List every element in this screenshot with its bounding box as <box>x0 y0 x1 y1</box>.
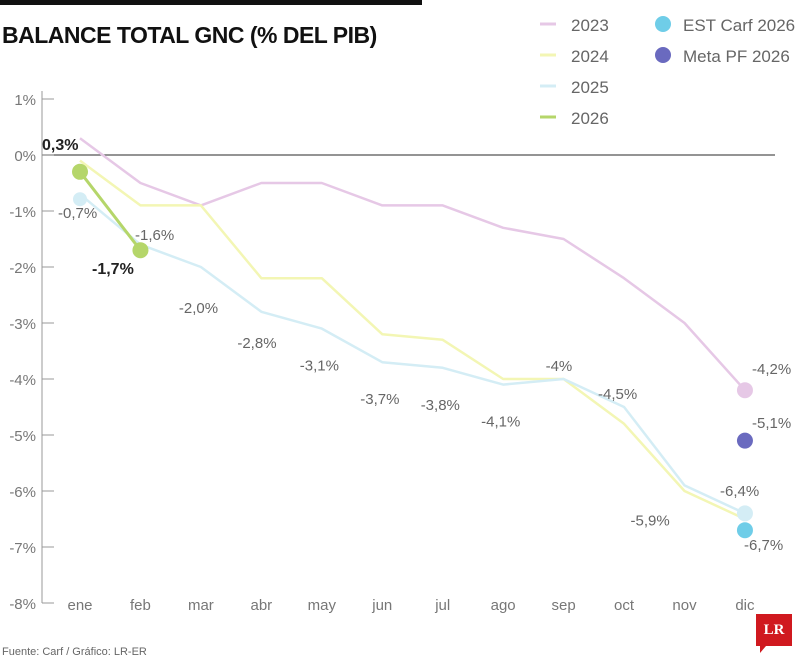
data-label: -5,9% <box>631 512 670 529</box>
x-tick-label: sep <box>552 597 576 614</box>
data-label: 0,3% <box>42 137 78 154</box>
legend-label-2024: 2024 <box>571 47 609 66</box>
data-label: -3,8% <box>421 397 460 414</box>
point-est-carf-2026 <box>736 522 753 539</box>
series-line-2023 <box>79 137 746 392</box>
data-label: -0,7% <box>58 205 97 222</box>
data-label: -3,7% <box>360 391 399 408</box>
y-tick-label: -7% <box>9 540 36 557</box>
data-label: -5,1% <box>752 415 791 432</box>
data-label: -1,7% <box>92 261 134 278</box>
series-line-2025 <box>79 193 746 515</box>
legend-label-2023: 2023 <box>571 16 609 35</box>
y-tick-label: 1% <box>14 92 36 109</box>
legend-label-2026: 2026 <box>571 109 609 128</box>
x-tick-label: ene <box>67 597 92 614</box>
series-end-point-2023 <box>736 382 753 399</box>
data-label: -4,5% <box>598 386 637 403</box>
series-end-point-2025 <box>736 505 753 522</box>
legend-swatch-point <box>655 47 671 63</box>
legend-swatch-point <box>655 16 671 32</box>
legend-label-point: EST Carf 2026 <box>683 16 795 35</box>
y-tick-label: -3% <box>9 316 36 333</box>
data-label: -1,6% <box>135 227 174 244</box>
lr-logo: LR <box>756 614 792 653</box>
x-tick-label: mar <box>188 597 214 614</box>
series-point-2026 <box>132 242 149 259</box>
y-tick-label: -8% <box>9 596 36 613</box>
chart-title: BALANCE TOTAL GNC (% DEL PIB) <box>2 22 377 48</box>
data-label: -6,4% <box>720 483 759 500</box>
x-tick-label: may <box>308 597 337 614</box>
data-label: -6,7% <box>744 537 783 554</box>
point-meta-pf-2026 <box>736 432 753 449</box>
x-tick-label: jun <box>371 597 392 614</box>
source-footer: Fuente: Carf / Gráfico: LR-ER <box>2 646 147 658</box>
x-tick-label: nov <box>672 597 697 614</box>
data-label: -2,8% <box>237 335 276 352</box>
x-tick-label: ago <box>491 597 516 614</box>
data-label: -4,2% <box>752 361 791 378</box>
x-tick-label: feb <box>130 597 151 614</box>
data-label: -4% <box>546 358 573 375</box>
y-tick-label: -5% <box>9 428 36 445</box>
y-tick-label: -6% <box>9 484 36 501</box>
y-tick-label: -2% <box>9 260 36 277</box>
series-point-2026 <box>72 163 88 180</box>
legend-label-point: Meta PF 2026 <box>683 47 790 66</box>
legend-label-2025: 2025 <box>571 78 609 97</box>
x-tick-label: dic <box>735 597 755 614</box>
series-line-2026 <box>78 170 142 252</box>
data-label: -3,1% <box>300 358 339 375</box>
y-tick-label: -4% <box>9 372 36 389</box>
series-start-point-2025 <box>73 192 87 207</box>
x-tick-label: oct <box>614 597 635 614</box>
y-tick-label: 0% <box>14 148 36 165</box>
top-rule <box>0 0 422 5</box>
x-tick-label: abr <box>251 597 273 614</box>
y-tick-label: -1% <box>9 204 36 221</box>
x-tick-label: jul <box>434 597 450 614</box>
data-label: -4,1% <box>481 414 520 431</box>
series-line-2024 <box>79 159 746 521</box>
data-label: -2,0% <box>179 300 218 317</box>
